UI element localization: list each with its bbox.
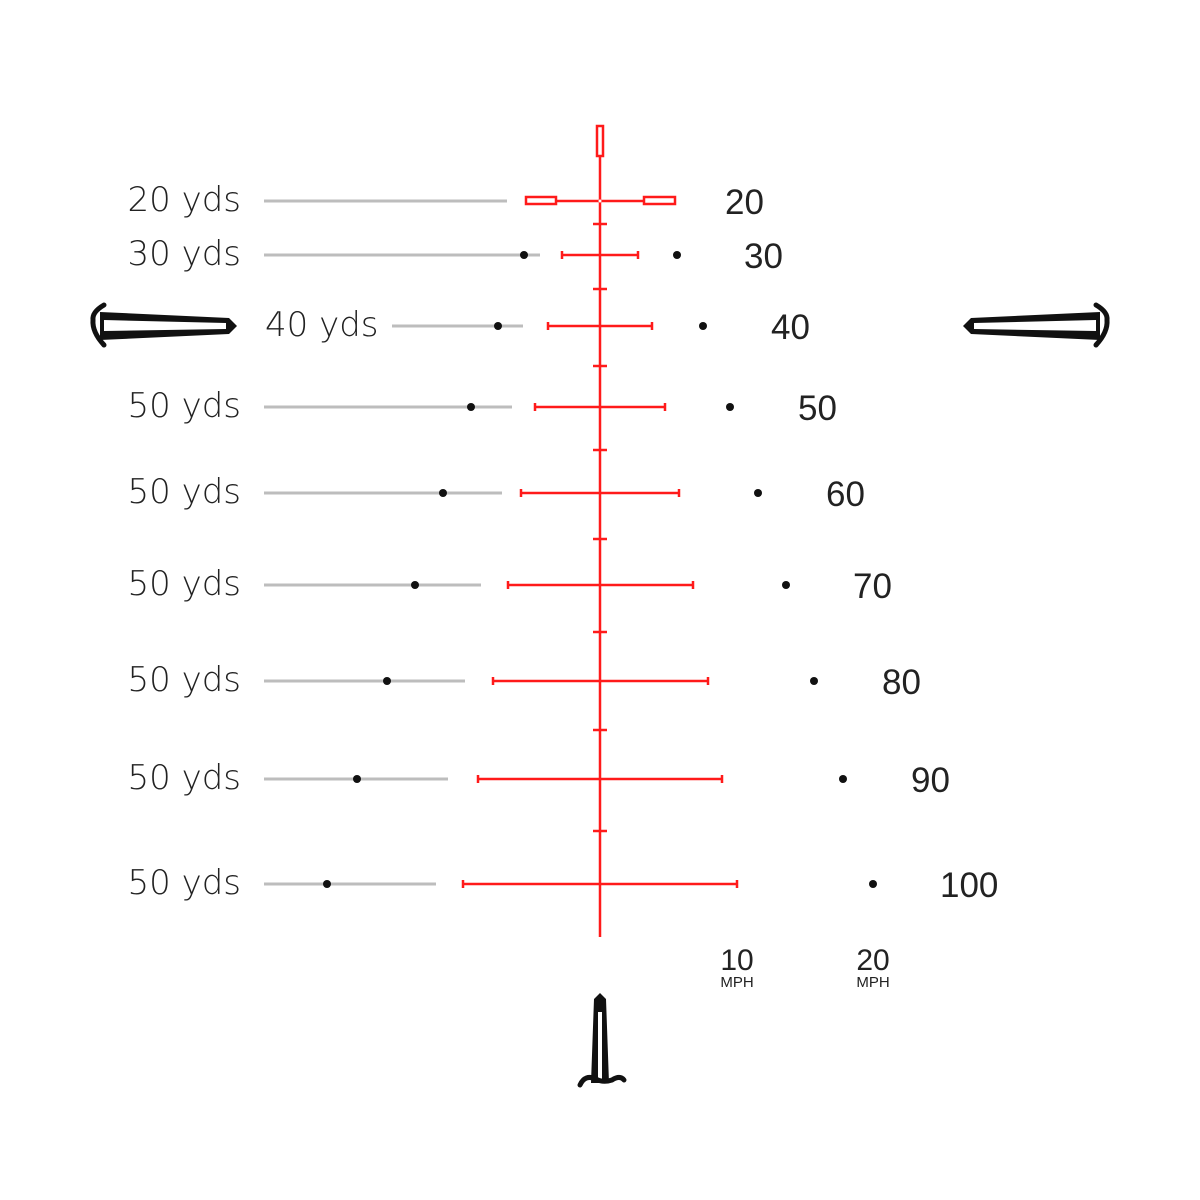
holdover-row-20: 20 yds 20 — [128, 180, 764, 222]
holdover-row-30: 30 yds 30 — [128, 234, 783, 276]
range-label: 20 yds — [128, 180, 242, 220]
range-label: 50 yds — [128, 472, 242, 512]
holdover-number: 40 — [771, 308, 810, 347]
range-label: 30 yds — [128, 234, 242, 274]
range-dot — [411, 581, 419, 589]
wind-value: 10 — [720, 944, 753, 977]
holdover-row-90: 50 yds 90 — [128, 758, 950, 800]
holdover-row-50: 50 yds 50 — [128, 386, 837, 428]
wind-dot — [673, 251, 681, 259]
holdover-number: 80 — [882, 663, 921, 702]
top-aiming-box — [595, 124, 605, 158]
bottom-post-base-icon — [577, 1075, 627, 1088]
left-aiming-box — [524, 195, 558, 206]
holdover-row-70: 50 yds 70 — [128, 564, 892, 606]
holdover-row-100: 50 yds 100 — [128, 863, 999, 905]
right-post-icon — [963, 312, 1100, 340]
range-dot — [467, 403, 475, 411]
right-aiming-box — [642, 195, 677, 206]
holdover-row-60: 50 yds 60 — [128, 472, 865, 514]
right-post-base-icon — [1093, 302, 1110, 348]
bottom-post-icon — [591, 993, 609, 1083]
center-dot — [598, 199, 602, 203]
range-dot — [520, 251, 528, 259]
range-dot — [439, 489, 447, 497]
wind-dot — [699, 322, 707, 330]
range-label: 40 yds — [265, 305, 379, 345]
holdover-number: 90 — [911, 761, 950, 800]
wind-dot — [869, 880, 877, 888]
range-label: 50 yds — [128, 386, 242, 426]
range-dot — [353, 775, 361, 783]
range-label: 50 yds — [128, 758, 242, 798]
wind-value: 20 — [856, 944, 889, 977]
wind-unit: MPH — [720, 974, 753, 991]
holdover-number: 100 — [940, 866, 998, 905]
range-label: 50 yds — [128, 660, 242, 700]
wind-dot — [810, 677, 818, 685]
holdover-number: 60 — [826, 475, 865, 514]
wind-dot — [726, 403, 734, 411]
wind-unit: MPH — [856, 974, 889, 991]
holdover-number: 20 — [725, 183, 764, 222]
wind-dot — [839, 775, 847, 783]
range-label: 50 yds — [128, 564, 242, 604]
wind-dot — [754, 489, 762, 497]
holdover-row-80: 50 yds 80 — [128, 660, 921, 702]
holdover-number: 30 — [744, 237, 783, 276]
range-label: 50 yds — [128, 863, 242, 903]
range-dot — [323, 880, 331, 888]
wind-dot — [782, 581, 790, 589]
left-post-base-icon — [90, 302, 107, 348]
holdover-number: 70 — [853, 567, 892, 606]
holdover-row-40: 40 yds 40 — [265, 305, 810, 347]
left-post-icon — [100, 312, 237, 340]
range-dot — [383, 677, 391, 685]
range-dot — [494, 322, 502, 330]
holdover-number: 50 — [798, 389, 837, 428]
